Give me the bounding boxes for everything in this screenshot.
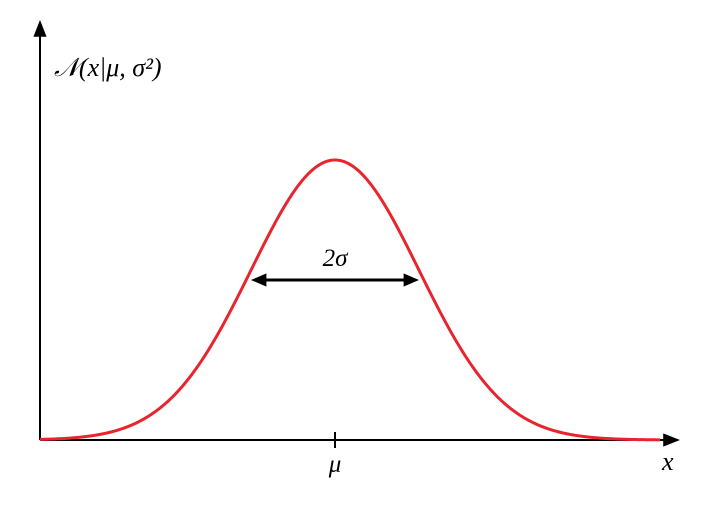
y-axis-label: 𝒩(x|μ, σ²) — [54, 53, 162, 82]
gaussian-curve — [40, 160, 660, 440]
two-sigma-label: 2σ — [323, 245, 350, 272]
mu-label: μ — [328, 451, 342, 478]
x-axis-label: x — [661, 447, 674, 476]
two-sigma-arrow-left — [251, 273, 266, 286]
y-axis-arrowhead — [33, 20, 46, 37]
two-sigma-arrow-right — [404, 273, 419, 286]
gaussian-chart: 𝒩(x|μ, σ²) x μ 2σ — [0, 0, 710, 516]
x-axis-arrowhead — [663, 433, 680, 446]
